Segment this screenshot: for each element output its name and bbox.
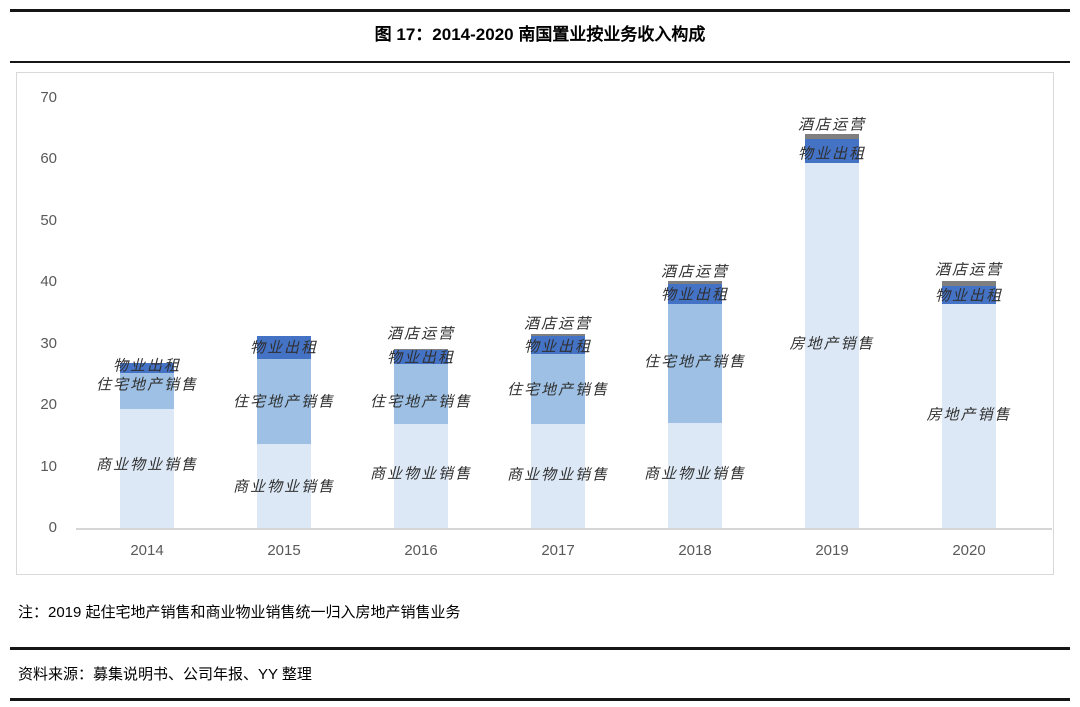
stacked-bar-chart: 0 10 20 30 40 50 60 70 2014 2015 2016 2017 2018 2019 2… <box>16 72 1054 575</box>
bar-segment-real-estate-sales <box>805 163 859 528</box>
bar-segment-property-leasing <box>257 335 311 360</box>
bar-segment-label: 酒店运营 <box>797 117 867 134</box>
bar-segment-label: 酒店运营 <box>660 264 730 281</box>
bar-segment-commercial-property-sales <box>531 424 585 528</box>
bar-segment-label: 住宅地产销售 <box>643 354 747 371</box>
x-axis-label: 2016 <box>404 542 438 559</box>
bar-segment-hotel-operation <box>394 349 448 351</box>
bar-segment-residential-property-sales <box>668 303 722 423</box>
bar-segment-label: 物业出租 <box>797 146 867 163</box>
x-axis-label: 2014 <box>130 542 164 559</box>
y-axis-tick: 40 <box>40 273 57 291</box>
x-axis-label: 2020 <box>952 542 986 559</box>
bar-segment-property-leasing <box>942 285 996 304</box>
bar-segment-commercial-property-sales <box>394 424 448 528</box>
bar-segment-label: 物业出租 <box>249 340 319 357</box>
bar-segment-label: 商业物业销售 <box>232 479 336 496</box>
x-axis-label: 2015 <box>267 542 301 559</box>
bar-segment-commercial-property-sales <box>668 422 722 528</box>
bar-segment-label: 物业出租 <box>934 288 1004 305</box>
top-rule <box>10 9 1070 12</box>
bar-segment-hotel-operation <box>942 281 996 286</box>
bar-segment-label: 物业出租 <box>660 287 730 304</box>
x-axis-label: 2019 <box>815 542 849 559</box>
bar-segment-label: 酒店运营 <box>386 326 456 343</box>
bar-segment-commercial-property-sales <box>120 408 174 528</box>
y-axis-tick: 50 <box>40 211 57 229</box>
source-top-rule <box>10 647 1070 650</box>
y-axis-tick: 70 <box>40 88 57 106</box>
bar-segment-label: 物业出租 <box>112 358 182 375</box>
x-axis-label: 2018 <box>678 542 712 559</box>
bar-segment-property-leasing <box>805 139 859 164</box>
y-axis-tick: 30 <box>40 334 57 352</box>
x-axis-line <box>76 528 1052 530</box>
bar-segment-residential-property-sales <box>394 363 448 425</box>
y-axis-tick: 0 <box>48 519 57 536</box>
figure-source: 资料来源：募集说明书、公司年报、YY 整理 <box>18 666 312 683</box>
bar-segment-residential-property-sales <box>120 373 174 409</box>
figure-title: 图 17：2014-2020 南国置业按业务收入构成 <box>374 25 706 44</box>
bar-segment-commercial-property-sales <box>257 443 311 528</box>
bar-segment-label: 住宅地产销售 <box>506 382 610 399</box>
y-axis-tick: 60 <box>40 150 57 168</box>
bar-segment-real-estate-sales <box>942 303 996 528</box>
bar-segment-residential-property-sales <box>531 354 585 425</box>
bar-segment-label: 物业出租 <box>386 350 456 367</box>
bar-segment-hotel-operation <box>531 333 585 337</box>
bar-segment-residential-property-sales <box>257 359 311 444</box>
bar-segment-hotel-operation <box>805 134 859 140</box>
bar-segment-label: 商业物业销售 <box>369 466 473 483</box>
figure-note: 注：2019 起住宅地产销售和商业物业销售统一归入房地产销售业务 <box>18 604 461 621</box>
title-rule <box>10 61 1070 63</box>
bar-segment-label: 房地产销售 <box>926 407 1012 424</box>
bar-segment-label: 酒店运营 <box>934 262 1004 279</box>
bar-segment-property-leasing <box>120 363 174 374</box>
bar-segment-label: 商业物业销售 <box>95 457 199 474</box>
bar-segment-hotel-operation <box>668 281 722 285</box>
y-axis-tick: 20 <box>40 396 57 414</box>
bar-segment-property-leasing <box>394 350 448 364</box>
bar-segment-label: 商业物业销售 <box>643 466 747 483</box>
bottom-rule <box>10 698 1070 701</box>
bar-segment-label: 房地产销售 <box>789 336 875 353</box>
bar-segment-property-leasing <box>531 336 585 355</box>
bar-segment-label: 商业物业销售 <box>506 467 610 484</box>
bar-segment-property-leasing <box>668 284 722 304</box>
bar-segment-label: 酒店运营 <box>523 316 593 333</box>
x-axis-label: 2017 <box>541 542 575 559</box>
y-axis-tick: 10 <box>40 457 57 475</box>
bar-segment-label: 物业出租 <box>523 339 593 356</box>
bar-segment-label: 住宅地产销售 <box>369 394 473 411</box>
bar-segment-label: 住宅地产销售 <box>232 394 336 411</box>
bar-segment-label: 住宅地产销售 <box>95 377 199 394</box>
